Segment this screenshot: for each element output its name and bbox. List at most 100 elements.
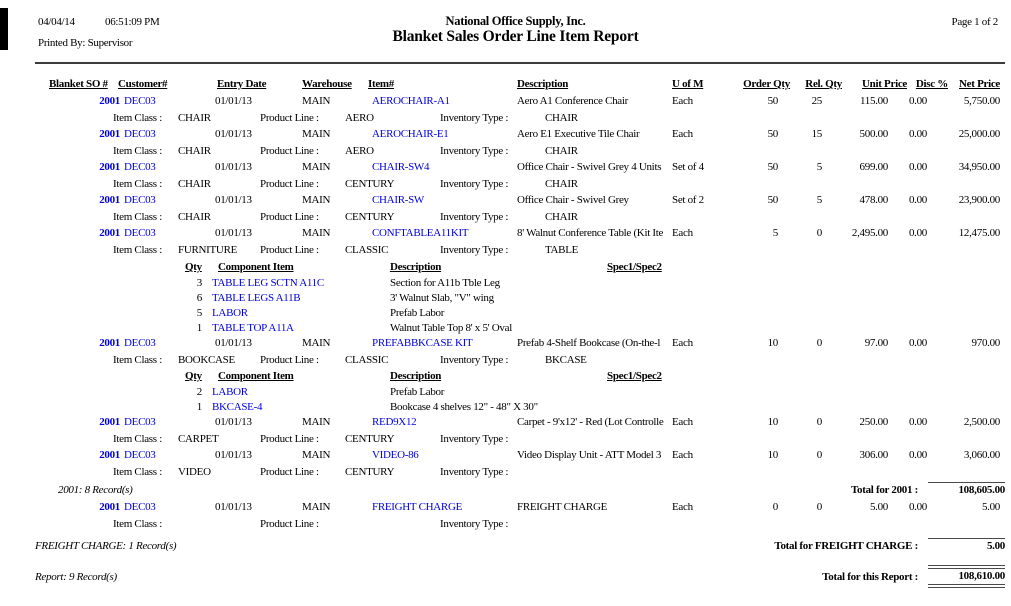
inventory-type-label: Inventory Type : [440,112,509,124]
order-qty-value: 5 [772,227,779,239]
customer-link[interactable]: DEC03 [124,161,156,173]
product-line-label: Product Line : [260,112,319,124]
customer-link[interactable]: DEC03 [124,501,156,513]
customer-link[interactable]: DEC03 [124,95,156,107]
page-number: Page 1 of 2 [951,16,999,28]
group-total-row: Report: 9 Record(s) Total for this Report… [0,565,1011,588]
item-row: 2001 DEC03 01/01/13 MAIN PREFABBKCASE KIT Pre… [0,337,1011,352]
class-row: Item Class : CHAIR Product Line : AERO Inven… [0,112,1011,127]
unit-price-value: 2,495.00 [851,227,888,239]
comp-description: 3' Walnut Slab, "V" wing [390,292,494,304]
comp-description: Walnut Table Top 8' x 5' Oval [390,322,512,334]
customer-link[interactable]: DEC03 [124,449,156,461]
col-item: Item# [368,78,394,90]
col-comp-description: Description [390,261,442,273]
unit-price-value: 5.00 [869,501,888,513]
rel-qty-value: 0 [816,449,823,461]
product-line-value: CENTURY [345,178,395,190]
so-number-link[interactable]: 2001 [99,227,120,239]
rel-qty-value: 0 [816,501,823,513]
header-divider [35,62,1005,64]
product-line-label: Product Line : [260,178,319,190]
so-number-link[interactable]: 2001 [99,337,120,349]
item-link[interactable]: VIDEO-86 [372,449,419,461]
so-number-link[interactable]: 2001 [99,416,120,428]
customer-link[interactable]: DEC03 [124,416,156,428]
product-line-value: AERO [345,112,374,124]
item-link[interactable]: PREFABBKCASE KIT [372,337,473,349]
item-description: Carpet - 9'x12' - Red (Lot Controlle [517,416,664,428]
comp-row: 1 TABLE TOP A11A Walnut Table Top 8' x 5' … [0,322,1011,337]
col-order-qty: Order Qty [743,78,790,90]
net-price-value: 23,900.00 [958,194,1001,206]
net-price-value: 970.00 [971,337,1001,349]
so-number-link[interactable]: 2001 [99,194,120,206]
inventory-type-label: Inventory Type : [440,145,509,157]
comp-qty-value: 5 [196,307,203,319]
order-qty-value: 10 [767,449,779,461]
col-disc: Disc % [915,78,948,90]
col-unit-price: Unit Price [862,78,907,90]
entry-date: 01/01/13 [215,194,252,206]
inventory-type-label: Inventory Type : [440,354,509,366]
inventory-type-label: Inventory Type : [440,433,509,445]
component-item-link[interactable]: TABLE TOP A11A [212,322,294,334]
comp-qty-value: 3 [196,277,203,289]
uofm-value: Each [672,501,693,513]
disc-value: 0.00 [908,337,927,349]
warehouse: MAIN [302,416,331,428]
comp-qty-value: 1 [196,322,203,334]
col-comp-description: Description [390,370,442,382]
item-description: Aero A1 Conference Chair [517,95,629,107]
product-line-label: Product Line : [260,244,319,256]
net-price-value: 12,475.00 [958,227,1001,239]
item-link[interactable]: CHAIR-SW [372,194,424,206]
class-row: Item Class : Product Line : Inventory Type… [0,518,1011,533]
company-name: National Office Supply, Inc. [445,14,586,28]
uofm-value: Each [672,95,693,107]
component-item-link[interactable]: TABLE LEGS A11B [212,292,301,304]
so-number-link[interactable]: 2001 [99,449,120,461]
item-row: 2001 DEC03 01/01/13 MAIN CHAIR-SW Office Chai… [0,194,1011,209]
customer-link[interactable]: DEC03 [124,194,156,206]
component-item-link[interactable]: LABOR [212,386,248,398]
item-class-value: CHAIR [178,178,211,190]
warehouse: MAIN [302,194,331,206]
so-number-link[interactable]: 2001 [99,128,120,140]
uofm-value: Each [672,337,693,349]
item-class-label: Item Class : [113,178,162,190]
col-customer: Customer# [118,78,168,90]
class-row: Item Class : CHAIR Product Line : AERO Inven… [0,145,1011,160]
so-number-link[interactable]: 2001 [99,95,120,107]
class-row: Item Class : BOOKCASE Product Line : CLASSI… [0,354,1011,369]
customer-link[interactable]: DEC03 [124,337,156,349]
item-link[interactable]: AEROCHAIR-A1 [372,95,450,107]
disc-value: 0.00 [908,161,927,173]
item-link[interactable]: AEROCHAIR-E1 [372,128,449,140]
item-link[interactable]: RED9X12 [372,416,417,428]
component-item-link[interactable]: TABLE LEG SCTN A11C [212,277,324,289]
comp-qty-value: 2 [196,386,203,398]
inventory-type-value: TABLE [545,244,579,256]
item-link[interactable]: FREIGHT CHARGE [372,501,463,513]
item-link[interactable]: CHAIR-SW4 [372,161,430,173]
disc-value: 0.00 [908,95,927,107]
item-description: Video Display Unit - ATT Model 3 [517,449,662,461]
entry-date: 01/01/13 [215,416,252,428]
so-number-link[interactable]: 2001 [99,161,120,173]
order-qty-value: 10 [767,416,779,428]
item-link[interactable]: CONFTABLEA11KIT [372,227,469,239]
item-description: Aero E1 Executive Tile Chair [517,128,640,140]
product-line-value: CENTURY [345,433,395,445]
component-item-link[interactable]: BKCASE-4 [212,401,263,413]
so-number-link[interactable]: 2001 [99,501,120,513]
customer-link[interactable]: DEC03 [124,227,156,239]
item-row: 2001 DEC03 01/01/13 MAIN RED9X12 Carpet - 9'x… [0,416,1011,431]
customer-link[interactable]: DEC03 [124,128,156,140]
comp-row: 6 TABLE LEGS A11B 3' Walnut Slab, "V" wing [0,292,1011,307]
component-item-link[interactable]: LABOR [212,307,248,319]
disc-value: 0.00 [908,449,927,461]
rel-qty-value: 15 [811,128,823,140]
class-row: Item Class : CHAIR Product Line : CENTURY In… [0,178,1011,193]
